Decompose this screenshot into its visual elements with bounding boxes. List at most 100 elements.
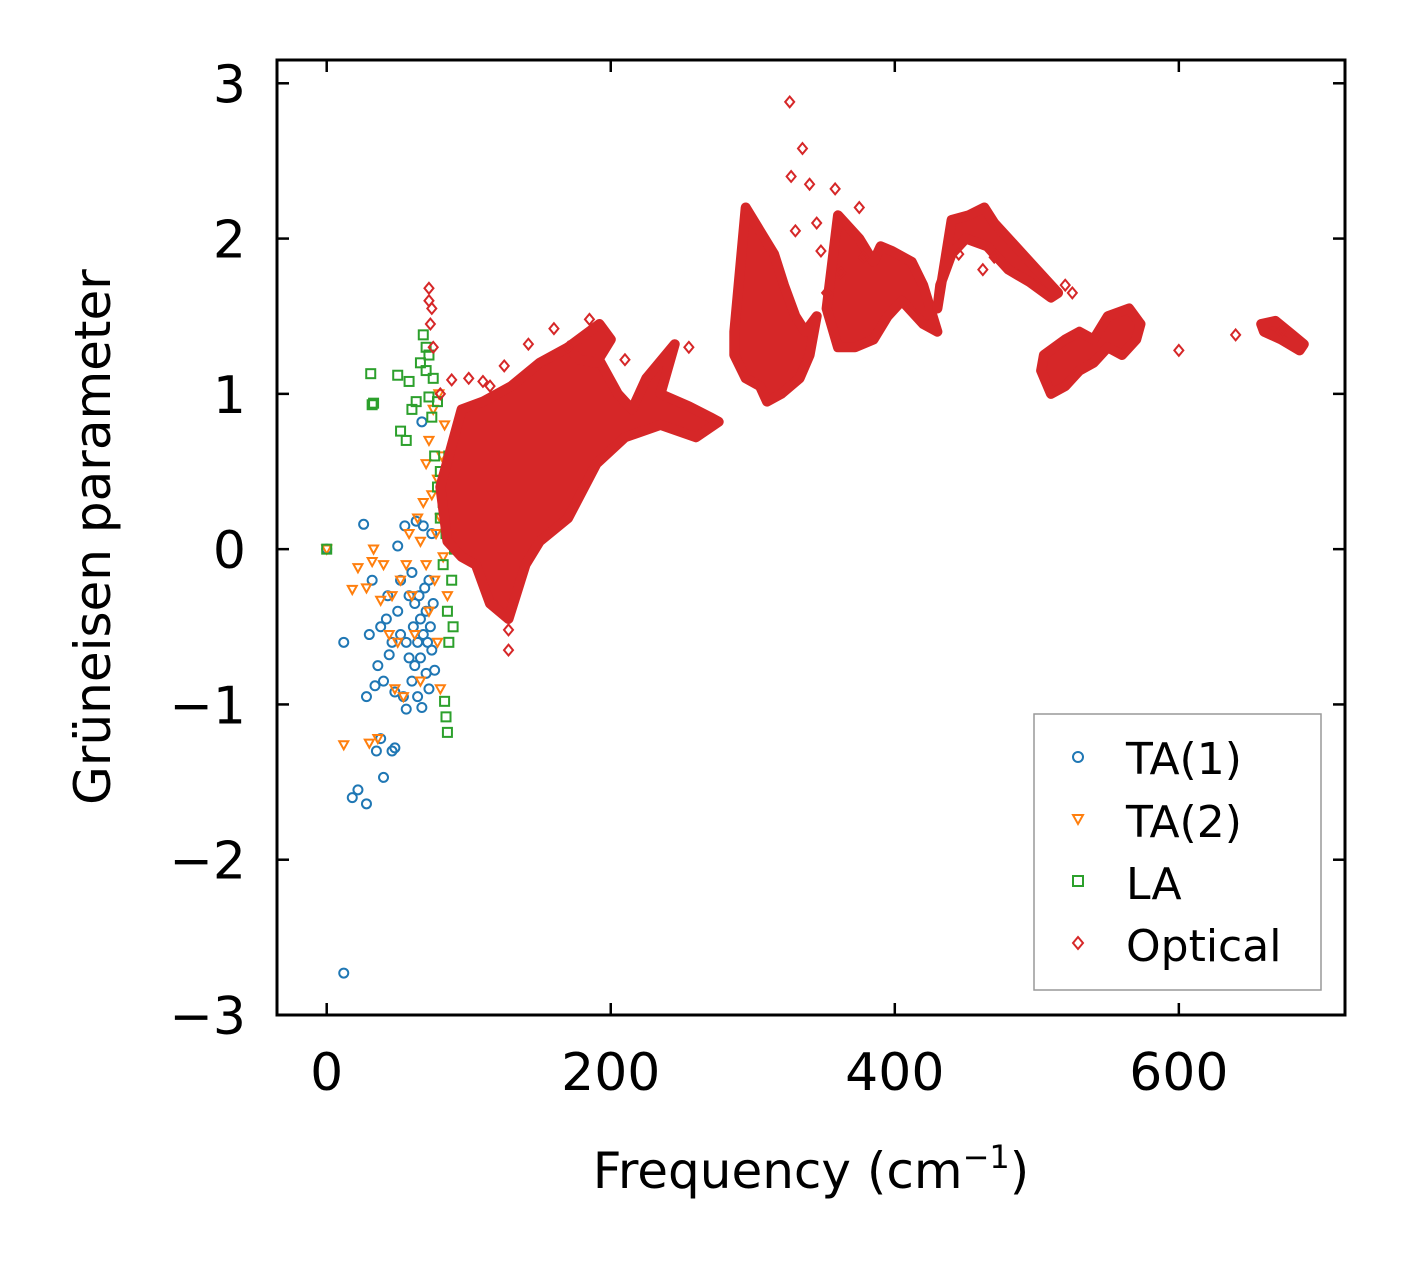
- point-optical: [1229, 327, 1242, 342]
- point-ta-2: [394, 575, 407, 587]
- legend-marker-ta-2: [1071, 814, 1085, 827]
- point-la: [395, 425, 407, 437]
- point-ta-1: [389, 686, 401, 698]
- y-tick-label: 2: [213, 211, 246, 271]
- point-la: [441, 605, 453, 617]
- point-optical: [426, 301, 438, 316]
- point-la: [403, 375, 415, 387]
- point-ta-2: [351, 563, 365, 575]
- point-ta-1: [363, 629, 375, 641]
- point-optical: [434, 386, 447, 401]
- optical-dense-region: [932, 202, 1064, 314]
- y-tick-label: −1: [169, 676, 246, 736]
- point-ta-1: [360, 798, 372, 810]
- point-ta-2: [337, 740, 350, 752]
- point-ta-2: [397, 692, 410, 704]
- point-optical: [815, 244, 827, 258]
- point-ta-2: [400, 560, 413, 572]
- x-axis-title-main: Frequency (cm: [593, 1142, 963, 1200]
- legend: TA(1) TA(2) LA Optical: [1033, 713, 1322, 991]
- point-ta-1: [414, 613, 426, 625]
- point-ta-2: [414, 676, 427, 688]
- point-ta-2: [429, 529, 443, 541]
- y-tick-label: 3: [213, 55, 246, 115]
- point-la: [365, 368, 377, 380]
- point-la: [443, 636, 455, 648]
- point-ta-1: [375, 621, 387, 633]
- point-optical: [502, 622, 515, 637]
- point-optical: [1066, 285, 1079, 300]
- point-optical: [477, 374, 489, 389]
- point-ta-1: [372, 660, 384, 672]
- point-ta-1: [414, 652, 426, 664]
- point-ta-1: [338, 636, 350, 648]
- point-optical: [988, 250, 1001, 265]
- point-ta-1: [366, 574, 378, 586]
- point-optical: [952, 247, 965, 262]
- point-optical: [835, 265, 847, 280]
- point-optical: [1275, 324, 1287, 339]
- point-ta-1: [383, 649, 395, 661]
- point-la: [392, 369, 404, 381]
- point-la: [368, 397, 380, 409]
- point-optical: [583, 312, 596, 327]
- point-optical: [445, 372, 458, 387]
- point-optical: [853, 200, 866, 215]
- y-axis-title: Grüneisen parameter: [64, 269, 122, 805]
- optical-dense-region: [729, 202, 822, 407]
- point-ta-2: [388, 684, 402, 696]
- y-tick-label: 1: [213, 366, 246, 426]
- legend-label-optical: Optical: [1126, 921, 1281, 972]
- point-la: [426, 411, 438, 423]
- point-ta-2: [438, 420, 451, 432]
- point-ta-1: [378, 675, 390, 687]
- point-ta-2: [365, 556, 379, 569]
- point-ta-2: [422, 606, 436, 618]
- point-ta-1: [338, 967, 350, 979]
- point-ta-1: [412, 691, 424, 703]
- point-ta-1: [406, 566, 418, 578]
- point-ta-1: [369, 680, 381, 692]
- point-la: [439, 695, 451, 707]
- point-ta-1: [386, 745, 398, 757]
- point-la: [427, 372, 439, 384]
- point-ta-2: [402, 529, 416, 541]
- point-ta-1: [360, 691, 372, 703]
- x-tick-label: 400: [845, 1043, 944, 1103]
- point-optical: [548, 321, 560, 336]
- point-optical: [789, 223, 802, 238]
- point-ta-2: [436, 552, 450, 564]
- point-optical: [857, 250, 870, 265]
- legend-label-ta2: TA(2): [1125, 797, 1242, 848]
- point-optical: [427, 340, 440, 355]
- point-ta-2: [363, 738, 376, 750]
- legend-markers: [1071, 751, 1085, 951]
- point-ta-1: [352, 784, 364, 796]
- point-ta-1: [406, 675, 418, 687]
- x-axis-title-superscript: −1: [963, 1138, 1010, 1176]
- legend-marker-optical: [1071, 935, 1085, 951]
- point-ta-2: [346, 584, 359, 597]
- point-la: [321, 543, 333, 555]
- ticks-layer: 0 200 400 600 3 2 1 0 −1 −2 −3: [169, 55, 1345, 1103]
- point-optical: [820, 285, 833, 300]
- point-ta-1: [409, 660, 421, 672]
- point-optical: [803, 177, 816, 192]
- x-axis-title-suffix: ): [1010, 1142, 1030, 1200]
- point-la: [400, 434, 412, 446]
- point-ta-2: [434, 684, 447, 696]
- point-ta-2: [367, 544, 380, 556]
- point-ta-2: [425, 490, 439, 502]
- point-optical: [785, 169, 797, 184]
- plot-frame: [275, 58, 1347, 1017]
- point-ta-2: [441, 591, 454, 603]
- point-ta-2: [414, 536, 427, 548]
- point-la: [410, 396, 422, 408]
- point-optical: [424, 317, 437, 331]
- point-optical: [683, 340, 695, 355]
- x-tick-label: 200: [561, 1043, 660, 1103]
- point-ta-2: [382, 629, 396, 642]
- point-la: [447, 621, 459, 633]
- point-ta-1: [423, 683, 435, 695]
